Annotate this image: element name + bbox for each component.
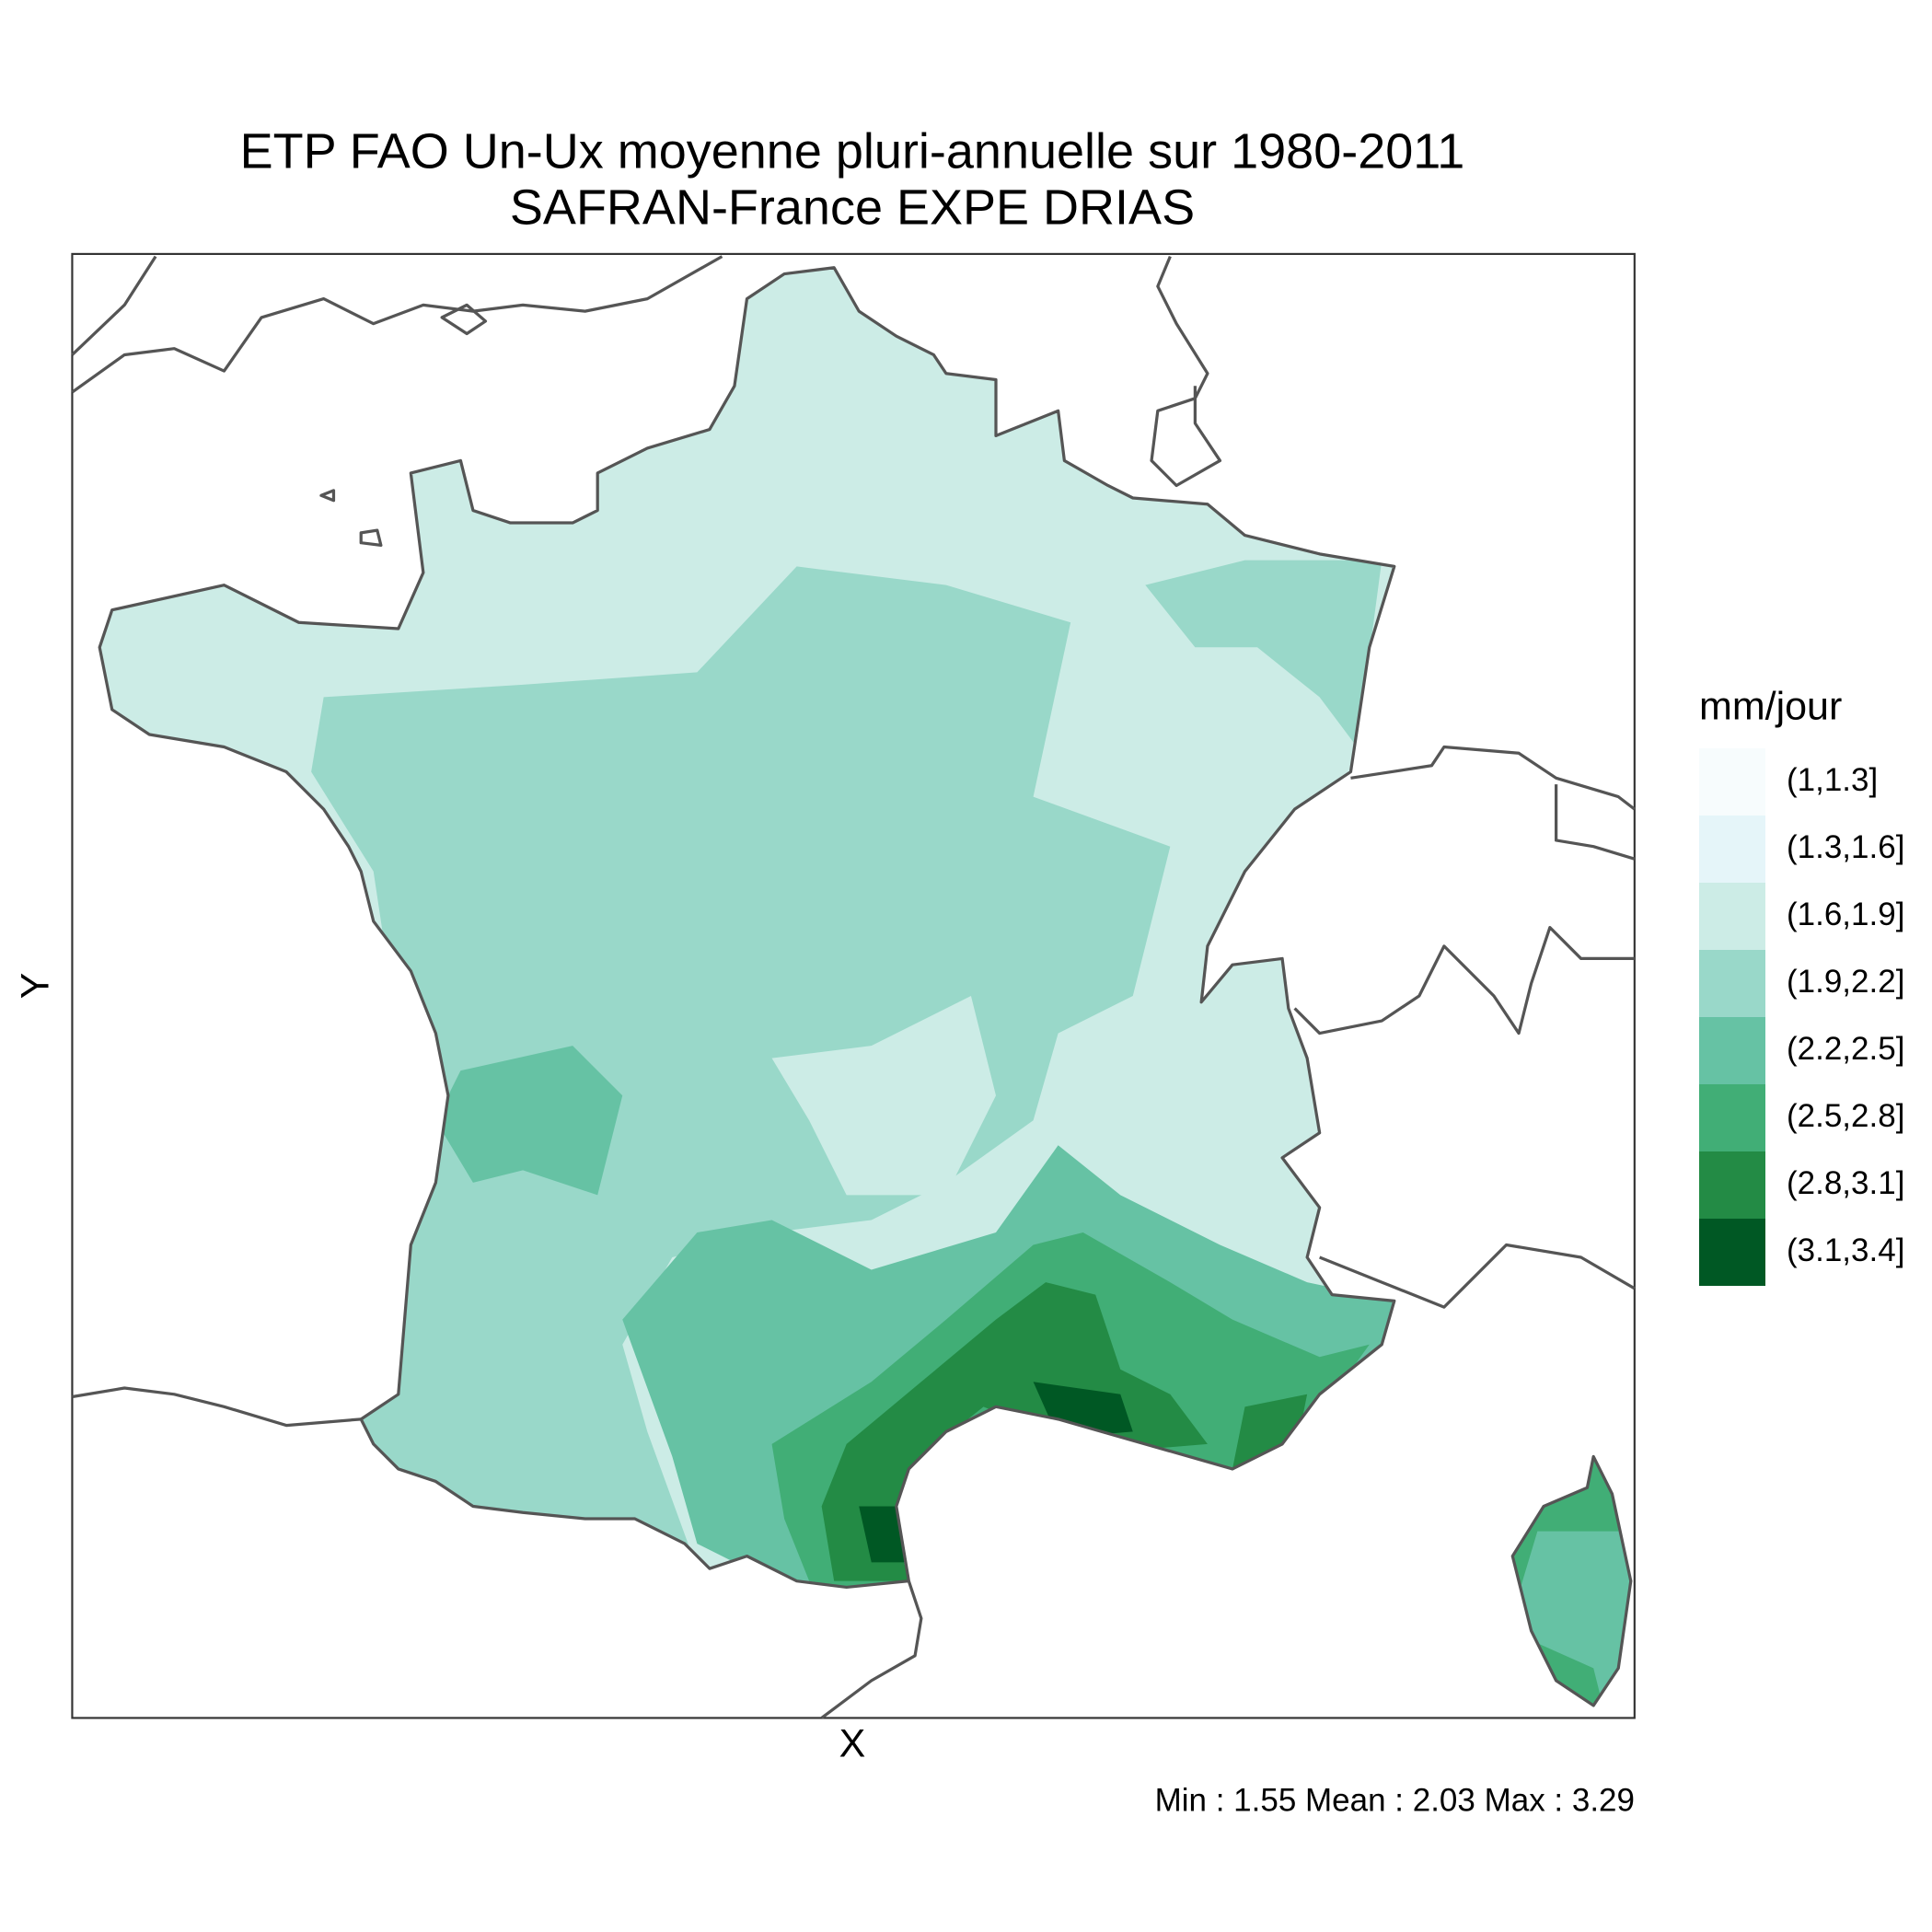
y-axis-label: Y [13,973,57,1000]
legend-swatch [1699,748,1765,816]
legend-swatch [1699,1017,1765,1084]
legend-swatch [1699,1084,1765,1151]
legend-swatch [1699,1151,1765,1219]
map [71,252,1636,1719]
legend-label: (1,1.3] [1787,762,1878,798]
legend-label: (1.3,1.6] [1787,829,1904,865]
legend-label: (3.1,3.4] [1787,1232,1904,1268]
legend-label: (1.9,2.2] [1787,964,1904,1000]
legend-label: (2.2,2.5] [1787,1031,1904,1067]
x-axis-label: X [839,1721,866,1765]
stats-footer: Min : 1.55 Mean : 2.03 Max : 3.29 [1155,1782,1635,1818]
legend-title: mm/jour [1699,684,1842,728]
legend-label: (2.8,3.1] [1787,1165,1904,1201]
legend-swatch [1699,816,1765,883]
legend-swatch [1699,950,1765,1017]
legend-label: (1.6,1.9] [1787,897,1904,932]
title-line: ETP FAO Un-Ux moyenne pluri-annuelle sur… [240,123,1465,179]
legend-swatch [1699,1219,1765,1286]
legend: (1,1.3] (1.3,1.6] (1.6,1.9] (1.9,2.2] (2.2,2… [1699,748,1904,1286]
legend-label: (2.5,2.8] [1787,1098,1904,1134]
legend-swatch [1699,883,1765,950]
title-line: SAFRAN-France EXPE DRIAS [510,179,1195,235]
